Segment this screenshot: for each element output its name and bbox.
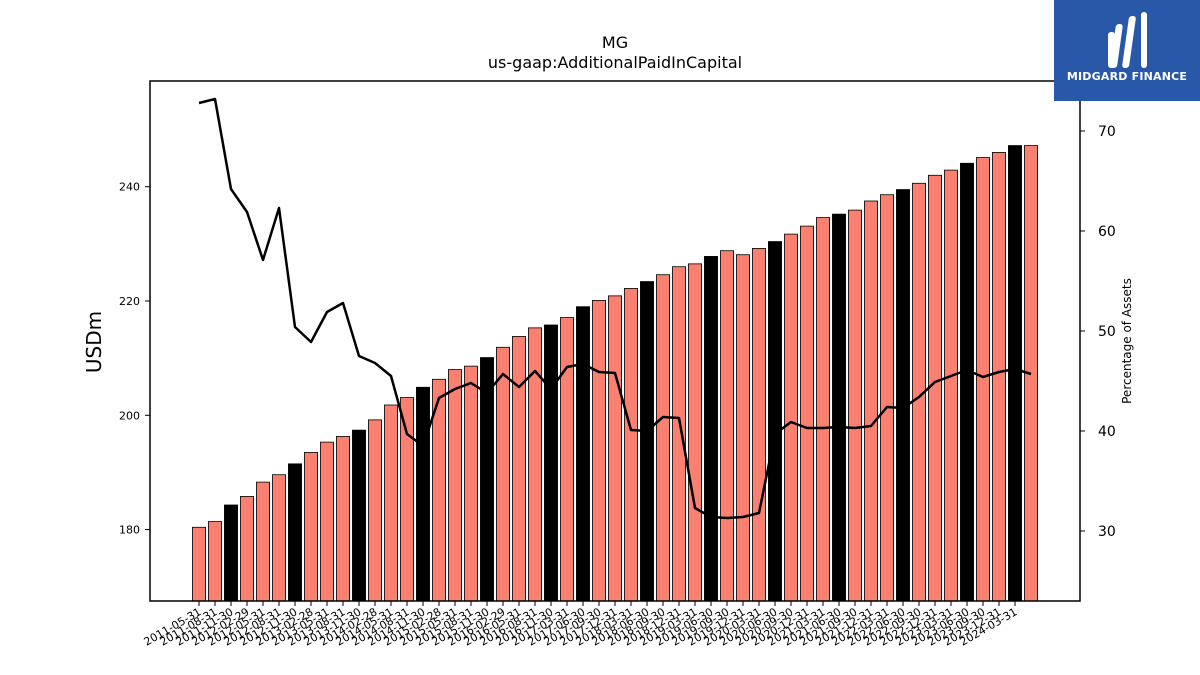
bar — [560, 317, 574, 602]
midgard-logo-icon — [1108, 12, 1147, 68]
y2-axis-label: Percentage of Assets — [1120, 278, 1134, 404]
y-tick-label: 240 — [119, 181, 140, 194]
bar — [816, 217, 830, 602]
bar — [224, 504, 238, 602]
y-tick-label: 220 — [119, 295, 140, 308]
axis-ticks: 18020022024030405060702011-05-312011-08-… — [119, 124, 1116, 649]
bar — [752, 248, 766, 602]
bar — [400, 397, 414, 602]
logo-text: MIDGARD FINANCE — [1066, 70, 1188, 83]
bar — [608, 295, 622, 602]
bar — [896, 189, 910, 602]
bar — [240, 496, 254, 602]
bar — [416, 386, 430, 602]
bar — [672, 266, 686, 602]
bar — [736, 254, 750, 602]
bar — [384, 404, 398, 602]
bar — [704, 256, 718, 602]
chart-title: MG — [602, 33, 628, 52]
bar — [832, 213, 846, 602]
bar — [272, 474, 286, 602]
bar — [656, 274, 670, 602]
bar — [848, 209, 862, 602]
bar — [992, 152, 1006, 602]
bar — [1008, 145, 1022, 602]
bar — [624, 288, 638, 602]
bar — [944, 169, 958, 602]
chart-subtitle: us-gaap:AdditionalPaidInCapital — [488, 53, 742, 72]
bar — [544, 324, 558, 602]
bar — [880, 194, 894, 602]
bar — [448, 369, 462, 602]
y2-tick-label: 50 — [1098, 324, 1116, 340]
bar — [256, 481, 270, 602]
bar — [192, 526, 206, 602]
bar — [576, 306, 590, 602]
bar — [336, 436, 350, 602]
y-tick-label: 180 — [119, 524, 140, 537]
bar — [800, 225, 814, 602]
bar — [784, 233, 798, 602]
bar — [512, 336, 526, 602]
y2-tick-label: 60 — [1098, 224, 1116, 240]
bar — [928, 174, 942, 602]
bar — [688, 263, 702, 602]
bar — [592, 300, 606, 602]
y2-tick-label: 70 — [1098, 124, 1116, 140]
percentage-of-assets-line — [198, 97, 1032, 520]
bar — [528, 327, 542, 602]
y-tick-label: 200 — [119, 409, 140, 422]
bar — [288, 463, 302, 602]
bar — [368, 419, 382, 602]
bar — [864, 200, 878, 602]
bar — [768, 241, 782, 602]
midgard-finance-logo: MIDGARD FINANCE — [1054, 0, 1200, 101]
bar — [720, 250, 734, 602]
bar — [320, 441, 334, 602]
y-axis-label: USDm — [82, 311, 106, 373]
bar — [464, 365, 478, 602]
bar — [960, 162, 974, 602]
bar — [208, 521, 222, 602]
bar — [640, 281, 654, 602]
bar — [304, 452, 318, 602]
y2-tick-label: 40 — [1098, 424, 1116, 440]
y2-tick-label: 30 — [1098, 524, 1116, 540]
bar — [976, 157, 990, 602]
bar — [496, 346, 510, 602]
bar — [352, 429, 366, 602]
